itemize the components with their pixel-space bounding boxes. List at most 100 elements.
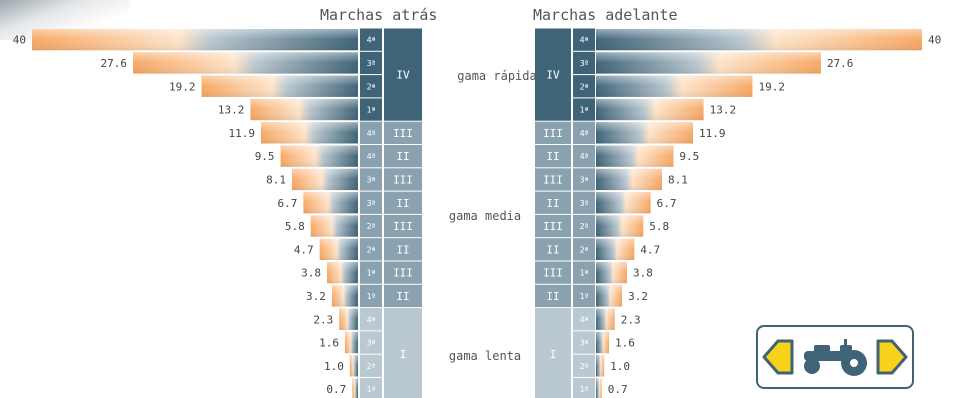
value-label-right-14: 1.0 <box>610 360 630 373</box>
gear-cell-left-15 <box>360 378 382 398</box>
gear-cell-left-13 <box>360 331 382 354</box>
gear-cell-right-4 <box>573 121 595 144</box>
value-label-right-8: 5.8 <box>649 220 669 233</box>
value-label-right-12: 2.3 <box>621 313 641 326</box>
gear-cell-left-11 <box>360 284 382 308</box>
value-label-right-3: 13.2 <box>710 104 737 117</box>
range-label-right-1: III <box>543 127 563 140</box>
gear-cell-left-4 <box>360 121 382 144</box>
gear-cell-right-7 <box>573 191 595 214</box>
value-label-left-2: 19.2 <box>169 80 196 93</box>
gear-cell-left-12 <box>360 308 382 331</box>
range-label-slow: gama lenta <box>449 349 521 363</box>
gear-label-left-0: 4ª <box>367 36 376 45</box>
range-label-fast: gama rápida <box>457 69 536 83</box>
range-label-medium: gama media <box>449 209 521 223</box>
value-label-left-14: 1.0 <box>324 360 344 373</box>
gear-label-left-7: 3ª <box>367 199 376 208</box>
gear-label-right-9: 2ª <box>580 245 589 254</box>
gear-label-left-10: 1ª <box>367 269 376 278</box>
gear-cell-right-1 <box>573 51 595 75</box>
range-label-left-9: I <box>400 348 407 361</box>
gear-label-right-4: 4ª <box>580 129 589 138</box>
gear-cell-right-0 <box>573 28 595 51</box>
gear-label-right-0: 4ª <box>580 36 589 45</box>
left-arrow-icon[interactable] <box>762 339 794 375</box>
range-label-left-4: II <box>396 197 409 210</box>
gear-cell-right-5 <box>573 145 595 168</box>
gear-label-right-6: 3ª <box>580 175 589 184</box>
gear-label-right-11: 1ª <box>580 292 589 301</box>
range-label-right-3: III <box>543 173 563 186</box>
range-cell-right-1 <box>535 121 571 144</box>
value-label-left-8: 5.8 <box>285 220 305 233</box>
range-cell-right-8 <box>535 284 571 308</box>
range-cell-left-5 <box>384 214 422 238</box>
value-label-right-11: 3.2 <box>628 290 648 303</box>
value-label-left-13: 1.6 <box>319 337 339 350</box>
value-label-left-1: 27.6 <box>101 57 128 70</box>
gear-cell-left-7 <box>360 191 382 214</box>
range-cell-right-9 <box>535 308 571 398</box>
value-label-right-6: 8.1 <box>668 173 688 186</box>
gear-cell-right-13 <box>573 331 595 354</box>
range-label-right-2: II <box>546 150 559 163</box>
gear-label-right-1: 3ª <box>580 59 589 68</box>
gear-label-left-14: 2ª <box>367 362 376 371</box>
range-cell-left-0 <box>384 28 422 121</box>
value-label-left-0: 40 <box>13 34 26 47</box>
gear-label-left-4: 4ª <box>367 129 376 138</box>
gear-cell-left-3 <box>360 98 382 121</box>
value-label-left-10: 3.8 <box>301 267 321 280</box>
gear-label-right-13: 3ª <box>580 339 589 348</box>
range-cell-left-4 <box>384 191 422 214</box>
gear-label-right-7: 3ª <box>580 199 589 208</box>
gear-label-left-12: 4ª <box>367 315 376 324</box>
gear-cell-left-6 <box>360 168 382 191</box>
gear-cell-right-9 <box>573 238 595 261</box>
range-cell-left-1 <box>384 121 422 144</box>
range-cell-right-2 <box>535 145 571 168</box>
left-title: Marchas atrás <box>320 6 438 24</box>
range-label-left-0: IV <box>396 69 410 82</box>
range-cell-left-7 <box>384 261 422 284</box>
value-label-left-9: 4.7 <box>294 243 314 256</box>
range-cell-left-6 <box>384 238 422 261</box>
gear-cell-left-9 <box>360 238 382 261</box>
range-cell-right-3 <box>535 168 571 191</box>
range-label-left-7: III <box>393 267 413 280</box>
value-label-right-13: 1.6 <box>615 337 635 350</box>
value-label-left-3: 13.2 <box>218 104 245 117</box>
value-label-left-12: 2.3 <box>313 313 333 326</box>
navigation-graphic <box>762 339 908 376</box>
range-label-right-6: II <box>546 243 559 256</box>
gear-cell-left-14 <box>360 354 382 377</box>
range-label-right-8: II <box>546 290 559 303</box>
value-label-right-15: 0.7 <box>608 383 628 396</box>
gear-cell-right-15 <box>573 378 595 398</box>
tractor-icon <box>804 339 867 376</box>
range-cell-right-6 <box>535 238 571 261</box>
gear-label-left-8: 2ª <box>367 222 376 231</box>
right-arrow-icon[interactable] <box>876 339 908 375</box>
range-label-left-1: III <box>393 127 413 140</box>
range-cell-left-8 <box>384 284 422 308</box>
value-label-right-4: 11.9 <box>699 127 726 140</box>
range-label-left-8: II <box>396 290 409 303</box>
gear-label-right-15: 1ª <box>580 385 589 394</box>
value-label-right-1: 27.6 <box>827 57 854 70</box>
range-label-left-2: II <box>396 150 409 163</box>
range-label-left-6: II <box>396 243 409 256</box>
gear-cell-left-2 <box>360 75 382 98</box>
range-label-right-9: I <box>550 348 557 361</box>
range-cell-right-5 <box>535 214 571 238</box>
gear-label-left-13: 3ª <box>367 339 376 348</box>
gear-label-left-3: 1ª <box>367 106 376 115</box>
gear-cell-right-12 <box>573 308 595 331</box>
gear-cell-left-1 <box>360 51 382 75</box>
gear-label-right-5: 4ª <box>580 152 589 161</box>
value-label-left-7: 6.7 <box>278 197 298 210</box>
gear-label-left-11: 1ª <box>367 292 376 301</box>
value-label-left-6: 8.1 <box>266 173 286 186</box>
gear-cell-right-11 <box>573 284 595 308</box>
